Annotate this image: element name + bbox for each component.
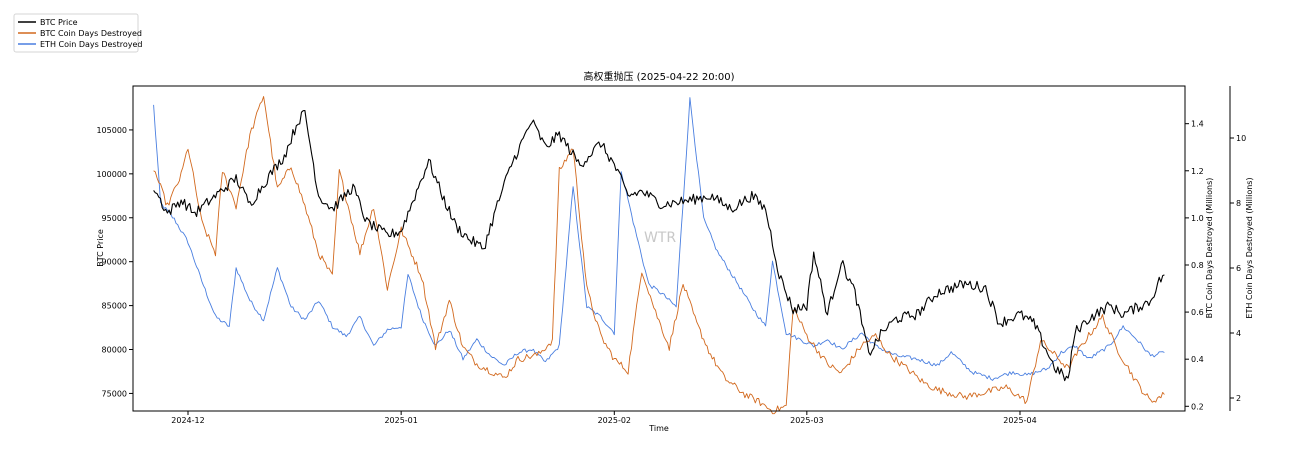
y-tick-label-right-eth: 6	[1236, 264, 1241, 273]
y-tick-label-right-btc: 0.4	[1191, 355, 1204, 364]
y-tick-label-left: 105000	[96, 126, 127, 135]
watermark: WTR	[644, 230, 676, 246]
y-tick-label-right-eth: 4	[1236, 329, 1241, 338]
x-tick-label: 2025-01	[384, 416, 417, 425]
chart-title: 高权重抛压 (2025-04-22 20:00)	[583, 70, 734, 83]
x-axis-label: Time	[648, 424, 669, 433]
series-line-eth-coin-days-destroyed	[153, 97, 1165, 381]
x-tick-label: 2025-04	[1003, 416, 1036, 425]
y-tick-label-right-btc: 0.8	[1191, 261, 1204, 270]
y-axis-label-right-btc: BTC Coin Days Destroyed (Millions)	[1205, 178, 1214, 319]
y-tick-label-right-btc: 0.6	[1191, 308, 1204, 317]
y-tick-label-right-eth: 2	[1236, 394, 1241, 403]
x-tick-label: 2024-12	[171, 416, 204, 425]
legend: BTC Price BTC Coin Days Destroyed ETH Co…	[13, 13, 142, 53]
legend-label-btc-price: BTC Price	[40, 18, 78, 27]
y-tick-label-left: 95000	[102, 214, 127, 223]
series-line-btc-price	[153, 109, 1165, 382]
y-tick-label-right-btc: 1.2	[1191, 167, 1204, 176]
y-tick-label-right-btc: 0.2	[1191, 402, 1204, 411]
y-tick-label-left: 90000	[102, 258, 127, 267]
y-tick-label-left: 75000	[102, 389, 127, 398]
y-tick-label-left: 80000	[102, 346, 127, 355]
x-tick-label: 2025-02	[598, 416, 631, 425]
y-tick-label-right-btc: 1.0	[1191, 214, 1204, 223]
series-line-btc-coin-days-destroyed	[153, 96, 1165, 415]
y-tick-label-right-eth: 10	[1236, 134, 1246, 143]
y-tick-label-right-btc: 1.4	[1191, 120, 1204, 129]
y-axis-label-left: BTC Price	[96, 229, 105, 267]
series-layer	[153, 96, 1165, 415]
legend-label-btc-cdd: BTC Coin Days Destroyed	[40, 29, 142, 38]
x-tick-label: 2025-03	[790, 416, 823, 425]
y-tick-label-left: 100000	[96, 170, 127, 179]
legend-label-eth-cdd: ETH Coin Days Destroyed	[40, 40, 142, 49]
legend-box	[13, 13, 139, 53]
ticks-layer: 2024-12 2025-01 2025-02 2025-03 2025-04 75000…	[96, 120, 1246, 425]
plot-frame	[132, 85, 1186, 412]
y-tick-label-left: 85000	[102, 302, 127, 311]
y-tick-label-right-eth: 8	[1236, 199, 1241, 208]
y-axis-label-right-eth: ETH Coin Days Destroyed (Millions)	[1245, 177, 1254, 318]
